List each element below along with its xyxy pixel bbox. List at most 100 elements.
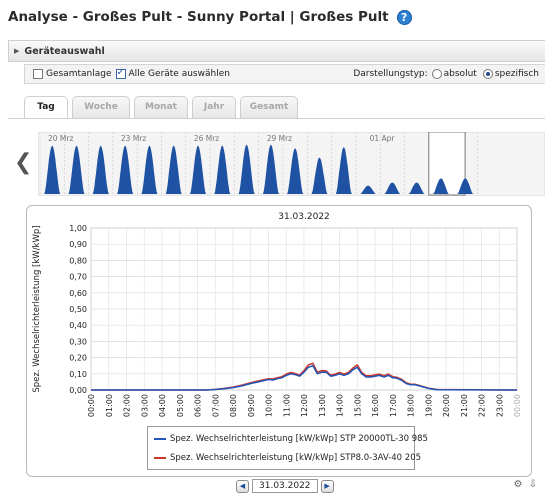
x-tick-label: 23:00 [495, 394, 504, 417]
tab-divider [8, 118, 545, 119]
export-icon[interactable]: ⇩ [528, 479, 538, 490]
x-tick-label: 21:00 [460, 394, 469, 417]
x-tick-label: 09:00 [247, 394, 256, 417]
date-field[interactable]: 31.03.2022 [252, 479, 318, 493]
tab-month[interactable]: Monat [134, 96, 188, 118]
x-tick-label: 01:00 [105, 394, 114, 417]
y-tick-label: 0,20 [69, 354, 87, 363]
strip-date-label: 23 Mrz [121, 134, 146, 143]
x-tick-label: 03:00 [140, 394, 149, 417]
x-tick-label: 15:00 [353, 394, 362, 417]
x-tick-label: 22:00 [478, 394, 487, 417]
tab-day[interactable]: Tag [24, 96, 68, 119]
strip-day-bar [457, 178, 474, 194]
x-tick-label: 07:00 [211, 394, 220, 417]
specific-label: spezifisch [494, 69, 539, 79]
strip-day-bar [432, 178, 449, 194]
strip-day-bar [287, 148, 304, 194]
help-icon[interactable]: ? [396, 9, 412, 25]
device-selection-toggle[interactable]: ▶ Geräteauswahl [8, 40, 545, 62]
strip-day-bar [384, 182, 401, 194]
strip-date-label: 20 Mrz [48, 134, 73, 143]
x-tick-label: 16:00 [371, 394, 380, 417]
x-tick-label: 00:00 [87, 394, 96, 417]
y-tick-label: 0,50 [69, 305, 87, 314]
strip-day-bar [68, 145, 85, 194]
y-tick-label: 1,00 [69, 224, 87, 233]
page-title-row: Analyse - Großes Pult - Sunny Portal | G… [8, 7, 412, 27]
x-tick-label: 19:00 [424, 394, 433, 417]
y-tick-label: 0,60 [69, 289, 87, 298]
settings-icon[interactable]: ⚙ [513, 479, 523, 490]
y-tick-label: 0,30 [69, 337, 87, 346]
all-devices-option[interactable]: Alle Geräte auswählen [115, 67, 230, 79]
y-tick-label: 0,40 [69, 321, 87, 330]
device-selection-label: Geräteauswahl [24, 45, 105, 57]
x-tick-label: 14:00 [336, 394, 345, 417]
absolute-option[interactable]: absolut [431, 69, 477, 79]
y-tick-label: 0,10 [69, 370, 87, 379]
tab-year[interactable]: Jahr [192, 96, 236, 118]
absolute-label: absolut [443, 69, 477, 79]
power-line-chart: 31.03.2022 0,00 0,10 0,20 0,30 0,40 0,50 0,60 0,… [32, 212, 522, 417]
strip-date-label: 01 Apr [370, 134, 396, 143]
x-tick-label: 00:00 [513, 394, 522, 417]
x-tick-label: 08:00 [229, 394, 238, 417]
legend-swatch-series-2 [154, 457, 166, 459]
strip-date-label: 26 Mrz [194, 134, 219, 143]
series-line-2 [91, 362, 518, 391]
x-tick-label: 13:00 [318, 394, 327, 417]
prev-day-button[interactable]: ◀ [236, 479, 249, 493]
absolute-radio[interactable] [431, 69, 442, 79]
display-type-label: Darstellungstyp: [353, 69, 428, 79]
strip-date-label: 29 Mrz [267, 134, 292, 143]
legend-swatch-series-1 [154, 438, 166, 440]
legend-label-series-1: Spez. Wechselrichterleistung [kW/kWp] ST… [170, 434, 428, 444]
strip-day-bar [214, 145, 231, 194]
strip-day-bar [262, 144, 279, 194]
x-tick-label: 10:00 [265, 394, 274, 417]
x-tick-label: 17:00 [389, 394, 398, 417]
tab-week[interactable]: Woche [72, 96, 130, 118]
x-tick-label: 02:00 [123, 394, 132, 417]
page-title: Analyse - Großes Pult - Sunny Portal | G… [8, 9, 389, 25]
series-line-1 [91, 364, 518, 391]
x-tick-label: 11:00 [282, 394, 291, 417]
strip-day-bar [44, 145, 61, 194]
options-bar: Gesamtanlage Alle Geräte auswählen Darst… [24, 64, 545, 84]
x-tick-label: 20:00 [442, 394, 451, 417]
strip-day-bar [360, 185, 377, 194]
x-tick-label: 12:00 [300, 394, 309, 417]
chart-tools: ⚙ ⇩ [509, 479, 539, 491]
next-day-button[interactable]: ▶ [320, 479, 334, 493]
y-axis-label: Spez. Wechselrichterleistung [kW/kWp] [32, 225, 42, 392]
strip-day-bar [141, 145, 158, 194]
strip-day-bar [238, 144, 255, 194]
legend-item-series-1[interactable]: Spez. Wechselrichterleistung [kW/kWp] ST… [154, 434, 428, 444]
specific-option[interactable]: spezifisch [482, 69, 539, 79]
strip-prev-chevron-icon[interactable]: ❮ [14, 150, 33, 175]
legend-label-series-2: Spez. Wechselrichterleistung [kW/kWp] ST… [170, 453, 422, 463]
specific-radio[interactable] [482, 69, 493, 79]
strip-day-bar [335, 147, 352, 194]
expand-arrow-icon: ▶ [14, 47, 20, 55]
strip-day-bar [408, 182, 425, 194]
whole-plant-label: Gesamtanlage [46, 69, 112, 79]
y-tick-label: 0,90 [69, 240, 87, 249]
strip-selected-day[interactable] [428, 132, 466, 196]
whole-plant-option[interactable]: Gesamtanlage [33, 69, 112, 79]
strip-day-bar [165, 145, 182, 194]
period-tabs: Tag Woche Monat Jahr Gesamt [24, 96, 302, 119]
strip-day-bar [311, 157, 328, 194]
y-tick-label: 0,80 [69, 256, 87, 265]
x-tick-label: 05:00 [176, 394, 185, 417]
whole-plant-checkbox[interactable] [33, 69, 43, 79]
all-devices-label: Alle Geräte auswählen [128, 69, 230, 79]
x-tick-label: 18:00 [407, 394, 416, 417]
tab-total[interactable]: Gesamt [240, 96, 298, 118]
all-devices-checkbox[interactable] [115, 67, 126, 79]
day-overview-strip[interactable]: 20 Mrz 23 Mrz 26 Mrz 29 Mrz 01 Apr [38, 132, 545, 196]
y-tick-label: 0,70 [69, 273, 87, 282]
legend-item-series-2[interactable]: Spez. Wechselrichterleistung [kW/kWp] ST… [154, 453, 421, 463]
x-tick-label: 04:00 [158, 394, 167, 417]
